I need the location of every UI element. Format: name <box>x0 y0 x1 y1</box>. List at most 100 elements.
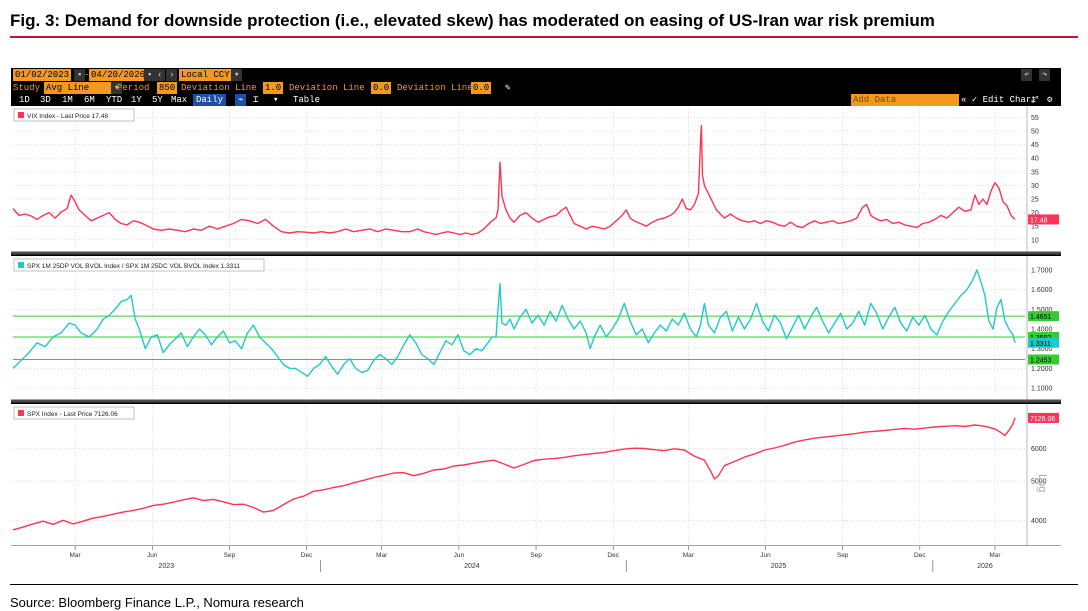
deviation-3-input[interactable]: 0.0 <box>471 82 492 94</box>
deviation-1-input[interactable]: 1.0 <box>263 82 284 94</box>
year-label: 2023 <box>159 563 175 570</box>
deviation-1-label: Deviation Line 1 <box>181 83 268 93</box>
table-button[interactable]: Table <box>293 95 321 105</box>
legend-box <box>13 406 135 420</box>
legend-swatch <box>18 262 24 268</box>
deviation-value-badge <box>1028 332 1059 343</box>
x-tick-label: Mar <box>683 552 695 559</box>
x-tick-label: Sep <box>224 552 236 559</box>
source-note: Source: Bloomberg Finance L.P., Nomura r… <box>10 595 304 610</box>
dropdown-icon[interactable]: ▾ <box>111 82 123 94</box>
x-tick-label: Mar <box>70 552 82 559</box>
legend-text: VIX Index - Last Price 17.48 <box>27 113 108 120</box>
x-tick-label: Sep <box>530 552 542 559</box>
footer-rule <box>10 584 1078 585</box>
series-line <box>12 124 1016 236</box>
y-tick-label: 20 <box>1031 210 1039 217</box>
range-button[interactable]: 3D <box>40 95 51 105</box>
y-tick-label: 1.1000 <box>1031 386 1053 393</box>
resize-icon[interactable]: ⤢ <box>1031 95 1039 105</box>
y-tick-label: 40 <box>1031 156 1039 163</box>
x-tick-label: Dec <box>914 552 926 559</box>
deviation-value-badge <box>1028 311 1059 322</box>
range-button[interactable]: YTD <box>106 95 123 105</box>
y-tick-label: 50 <box>1031 129 1039 136</box>
y-tick-label: 35 <box>1031 169 1039 176</box>
y-tick-label: 30 <box>1031 183 1039 190</box>
legend-box <box>13 258 265 272</box>
line-chart-icon[interactable]: ⌁ <box>235 94 247 106</box>
gear-icon[interactable]: ⚙ <box>1047 95 1053 105</box>
study-label: Study <box>13 83 41 93</box>
x-axis: Mar Jun Sep Dec Mar Jun Sep Dec Mar Jun Sep Dec Mar 2… <box>11 546 1061 572</box>
more-options-icon[interactable]: ▾ <box>273 95 279 105</box>
candle-chart-icon[interactable]: ⌶ <box>253 95 259 105</box>
title-rule <box>10 36 1078 38</box>
currency-select[interactable]: Local CCY <box>179 69 232 81</box>
range-button[interactable]: 6M <box>84 95 95 105</box>
y-tick-label: 45 <box>1031 142 1039 149</box>
y-tick-label: 55 <box>1031 115 1039 122</box>
calendar-icon[interactable]: ▪ <box>144 69 156 81</box>
figure-title: Fig. 3: Demand for downside protection (… <box>10 11 935 30</box>
deviation-3-label: Deviation Line 3 <box>397 83 484 93</box>
date-separator: - <box>84 70 90 80</box>
prev-arrow-icon[interactable]: ‹ <box>154 69 166 81</box>
y-tick-label: 5000 <box>1031 479 1047 486</box>
undo-icon[interactable]: ↶ <box>1021 69 1033 81</box>
legend-swatch <box>18 410 24 416</box>
end-date-field[interactable]: 04/20/2026 <box>89 69 148 81</box>
deviation-value-label: 1.4651 <box>1030 314 1052 321</box>
chart-panels: 10 15 20 25 30 35 40 45 50 55 17.48 VIX Index - Las… <box>11 106 1061 549</box>
period-label: Period <box>117 83 150 93</box>
legend-box <box>13 108 135 122</box>
x-tick-label: Dec <box>607 552 619 559</box>
deviation-2-input[interactable]: 0.0 <box>371 82 392 94</box>
x-tick-label: Jun <box>760 552 771 559</box>
panel-background <box>11 404 1061 546</box>
y-tick-label: 1.6000 <box>1031 287 1053 294</box>
range-button[interactable]: 1D <box>19 95 30 105</box>
pencil-icon[interactable]: ✎ <box>505 83 511 93</box>
deviation-value-badge <box>1028 354 1059 365</box>
next-arrow-icon[interactable]: › <box>166 69 178 81</box>
x-axis-background <box>11 546 1061 572</box>
range-button[interactable]: 1M <box>62 95 73 105</box>
edit-chart-button[interactable]: « ✓ Edit Chart <box>961 95 1037 105</box>
redo-icon[interactable]: ↷ <box>1039 69 1051 81</box>
year-label: 2026 <box>977 563 993 570</box>
bloomberg-chart-window: 01/02/2023 ▪ - 04/20/2026 ▪ ‹ › Local CC… <box>11 68 1061 572</box>
start-date-field[interactable]: 01/02/2023 <box>13 69 72 81</box>
period-input[interactable]: 850 <box>157 82 178 94</box>
series-line <box>12 269 1016 377</box>
y-tick-label: 10 <box>1031 237 1039 244</box>
last-value-badge <box>1028 214 1059 225</box>
toolbar-row-study: Study Avg Line ▾ Period 850 Deviation Li… <box>11 82 1061 94</box>
x-tick-label: Jun <box>454 552 465 559</box>
x-tick-label: Sep <box>837 552 849 559</box>
add-data-input[interactable]: Add Data <box>851 94 959 106</box>
y-tick-label: 15 <box>1031 224 1039 231</box>
legend-text: SPX 1M 25DP VOL BVOL Index / SPX 1M 25DC… <box>27 263 240 270</box>
x-tick-label: Jun <box>147 552 158 559</box>
deviation-2-label: Deviation Line 2 <box>289 83 376 93</box>
last-value-label: 1.3311 <box>1030 341 1051 348</box>
log-scale-label: Log <box>1036 474 1048 492</box>
range-button[interactable]: 1Y <box>131 95 142 105</box>
legend-swatch <box>18 112 24 118</box>
year-label: 2025 <box>771 563 787 570</box>
y-tick-label: 6000 <box>1031 446 1047 453</box>
series-line <box>12 417 1016 531</box>
range-button[interactable]: 5Y <box>152 95 163 105</box>
calendar-icon[interactable]: ▪ <box>74 69 86 81</box>
toolbar-row-dates: 01/02/2023 ▪ - 04/20/2026 ▪ ‹ › Local CC… <box>11 69 1061 81</box>
x-tick-label: Mar <box>989 552 1001 559</box>
range-button[interactable]: Max <box>171 95 188 105</box>
frequency-select[interactable]: Daily <box>193 94 227 106</box>
dropdown-icon[interactable]: ▾ <box>231 69 243 81</box>
y-tick-label: 1.7000 <box>1031 267 1053 274</box>
study-select[interactable]: Avg Line <box>44 82 112 94</box>
last-value-label: 7126.06 <box>1030 416 1055 423</box>
y-tick-label: 4000 <box>1031 518 1047 525</box>
